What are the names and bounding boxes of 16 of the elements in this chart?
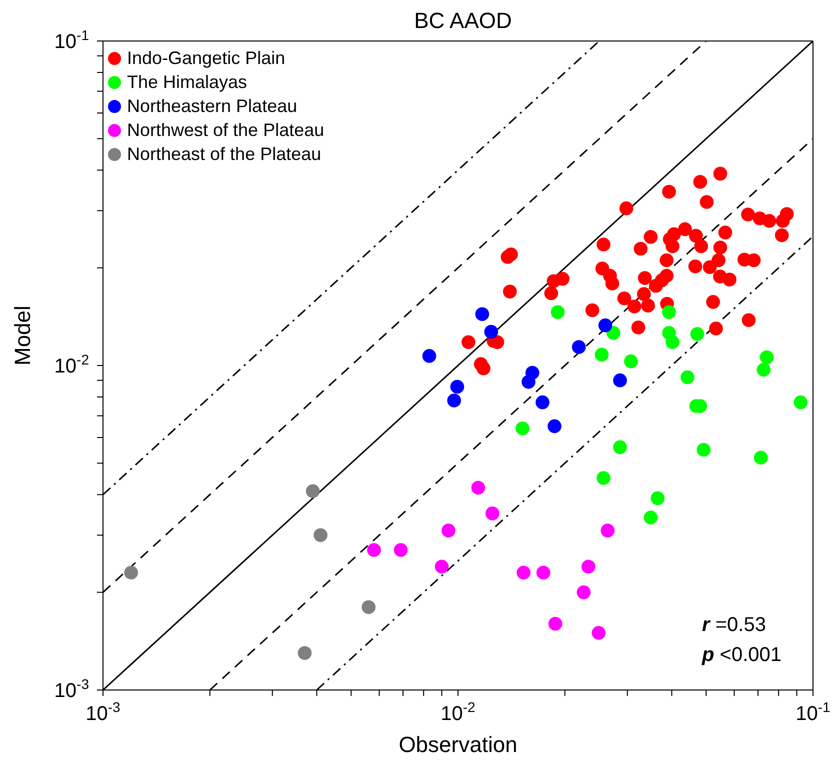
annotation: r =0.53 bbox=[702, 613, 767, 638]
annotation: p <0.001 bbox=[702, 643, 782, 668]
legend-label: Indo-Gangetic Plain bbox=[127, 47, 286, 70]
x-tick-label: 10$^{-1}$ bbox=[796, 699, 831, 725]
x-tick-label: 10$^{-2}$ bbox=[440, 699, 476, 725]
y-axis-title: Model bbox=[10, 306, 35, 366]
chart-title: BC AAOD bbox=[413, 8, 513, 34]
x-tick-label: 10$^{-3}$ bbox=[86, 699, 121, 725]
legend-label: Northeastern Plateau bbox=[127, 95, 298, 118]
x-axis-title: Observation bbox=[398, 732, 518, 757]
y-tick-label: 10$^{-2}$ bbox=[54, 352, 90, 378]
y-tick-label: 10$^{-1}$ bbox=[54, 27, 90, 53]
y-tick-label: 10$^{-3}$ bbox=[54, 676, 90, 702]
legend-label: Northeast of the Plateau bbox=[127, 143, 322, 166]
legend-label: The Himalayas bbox=[127, 71, 248, 94]
legend-label: Northwest of the Plateau bbox=[127, 119, 324, 142]
